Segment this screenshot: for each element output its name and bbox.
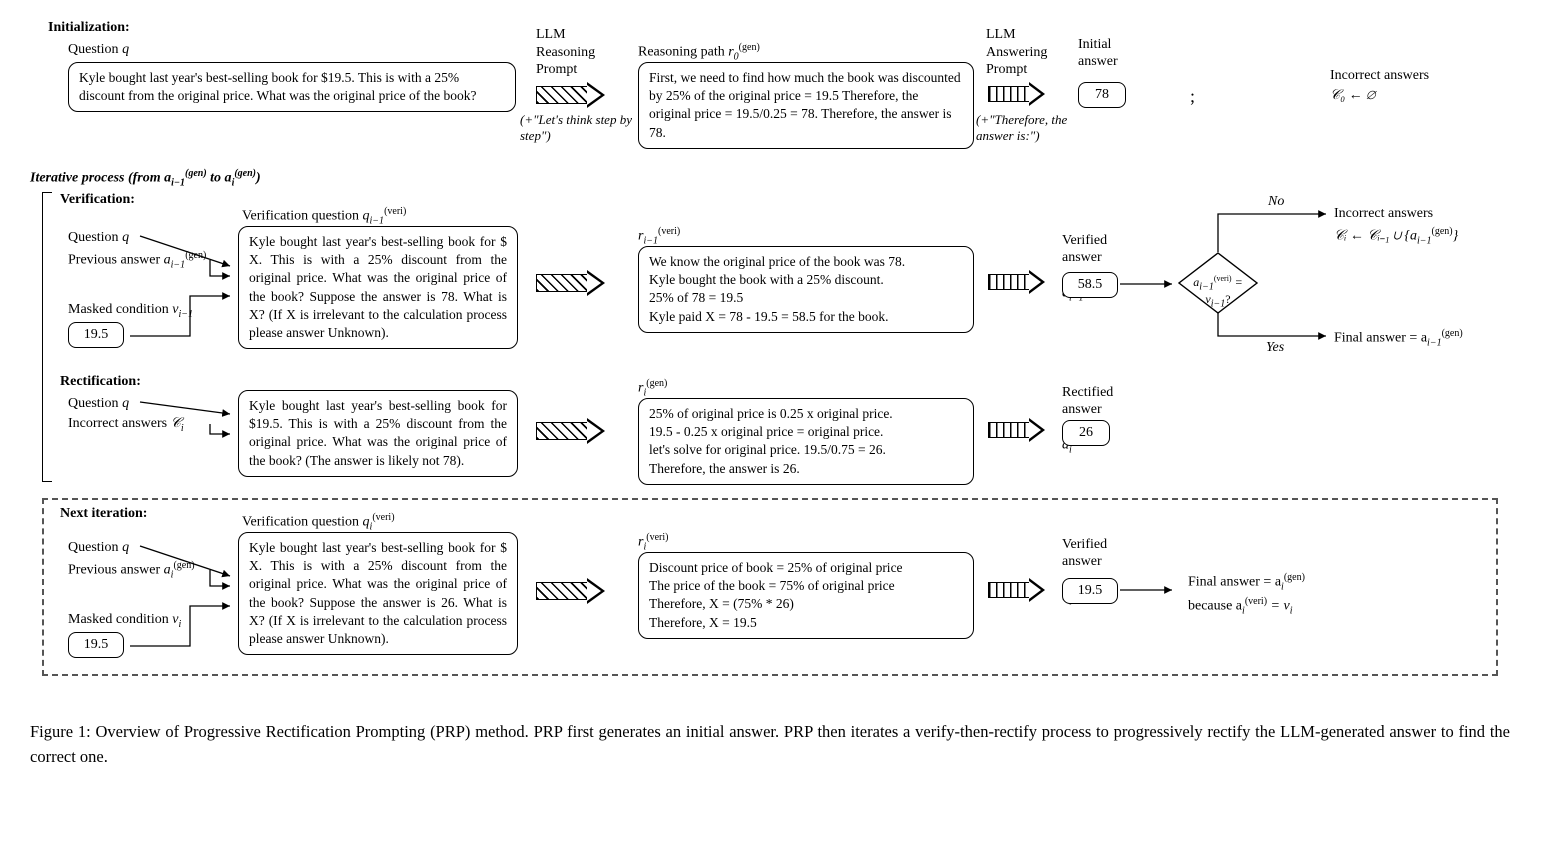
next-because-label: because ai(veri) = vi — [1188, 596, 1292, 616]
figure-caption: Figure 1: Overview of Progressive Rectif… — [30, 720, 1510, 770]
incorrect-answers-init-expr: 𝒞₀ ← ∅ — [1330, 88, 1375, 104]
hatch-arrow-icon — [536, 270, 606, 296]
next-question-label: Question q — [68, 540, 129, 556]
initialization-heading: Initialization: — [48, 20, 130, 36]
to-diamond-arrow — [1120, 280, 1180, 290]
initial-answer-value-box: 78 — [1078, 82, 1126, 108]
next-verified-answer-value-box: 19.5 — [1062, 578, 1118, 604]
verif-masked-value-box: 19.5 — [68, 322, 124, 348]
rect-r-label: ri(gen) — [638, 378, 667, 398]
hatch-arrow-icon — [536, 578, 606, 604]
llm-answering-prompt-label: LLM Answering Prompt — [986, 26, 1047, 79]
vline-arrow-icon — [988, 82, 1048, 106]
vline-arrow-icon — [988, 578, 1048, 602]
no-branch-arrow — [1216, 210, 1336, 260]
next-to-final-arrow — [1120, 586, 1180, 596]
verif-r-box: We know the original price of the book w… — [638, 246, 974, 333]
next-r-box: Discount price of book = 25% of original… — [638, 552, 974, 639]
rect-question-box: Kyle bought last year's best-selling boo… — [238, 390, 518, 477]
vline-arrow-icon — [988, 418, 1048, 442]
verified-answer-value-box: 58.5 — [1062, 272, 1118, 298]
question-box: Kyle bought last year's best-selling boo… — [68, 62, 516, 112]
verif-question-heading: Verification question qi−1(veri) — [242, 206, 406, 226]
verif-input-arrows — [130, 236, 240, 346]
verif-question-box: Kyle bought last year's best-selling boo… — [238, 226, 518, 349]
incorrect-answers-label: Incorrect answers — [1334, 206, 1433, 222]
rectification-heading: Rectification: — [60, 374, 141, 390]
next-input-arrows — [130, 546, 240, 656]
hatch-arrow-icon — [536, 82, 606, 108]
llm-reasoning-prompt-label: LLM Reasoning Prompt — [536, 26, 595, 79]
diamond-expr: ai−1(veri) = vi−1? — [1184, 274, 1252, 310]
yes-label: Yes — [1266, 340, 1284, 356]
decision-diamond: ai−1(veri) = vi−1? — [1178, 252, 1258, 312]
rect-question-label: Question q — [68, 396, 129, 412]
next-verif-question-heading: Verification question qi(veri) — [242, 512, 395, 532]
final-answer-label: Final answer = ai−1(gen) — [1334, 328, 1463, 348]
rect-r-box: 25% of original price is 0.25 x original… — [638, 398, 974, 485]
rect-input-arrows — [140, 402, 240, 442]
iterative-bracket — [42, 192, 52, 482]
next-iteration-heading: Next iteration: — [60, 506, 147, 522]
rectified-answer-value-box: 26 — [1062, 420, 1110, 446]
no-label: No — [1268, 194, 1284, 210]
hatch-arrow-icon — [536, 418, 606, 444]
prp-diagram: Initialization: Question q Kyle bought l… — [20, 20, 1520, 830]
next-masked-value-box: 19.5 — [68, 632, 124, 658]
verification-heading: Verification: — [60, 192, 135, 208]
reasoning-prompt-note: (+"Let's think step by step") — [520, 112, 640, 144]
reasoning-path-box: First, we need to find how much the book… — [638, 62, 974, 149]
next-final-answer-label: Final answer = ai(gen) — [1188, 572, 1305, 592]
incorrect-answers-init-label: Incorrect answers — [1330, 68, 1429, 84]
verif-r-label: ri−1(veri) — [638, 226, 680, 246]
incorrect-answers-expr: 𝒞ᵢ ← 𝒞ᵢ₋₁ ∪ {ai−1(gen)} — [1334, 226, 1458, 246]
answering-prompt-note: (+"Therefore, the answer is:") — [976, 112, 1096, 144]
verif-question-label: Question q — [68, 230, 129, 246]
iterative-heading: Iterative process (from ai−1(gen) to ai(… — [30, 168, 261, 188]
semicolon: ; — [1190, 86, 1195, 107]
next-verif-question-box: Kyle bought last year's best-selling boo… — [238, 532, 518, 655]
vline-arrow-icon — [988, 270, 1048, 294]
next-r-label: ri(veri) — [638, 532, 668, 552]
question-label: Question q — [68, 42, 129, 58]
reasoning-path-label: Reasoning path r0(gen) — [638, 42, 760, 62]
